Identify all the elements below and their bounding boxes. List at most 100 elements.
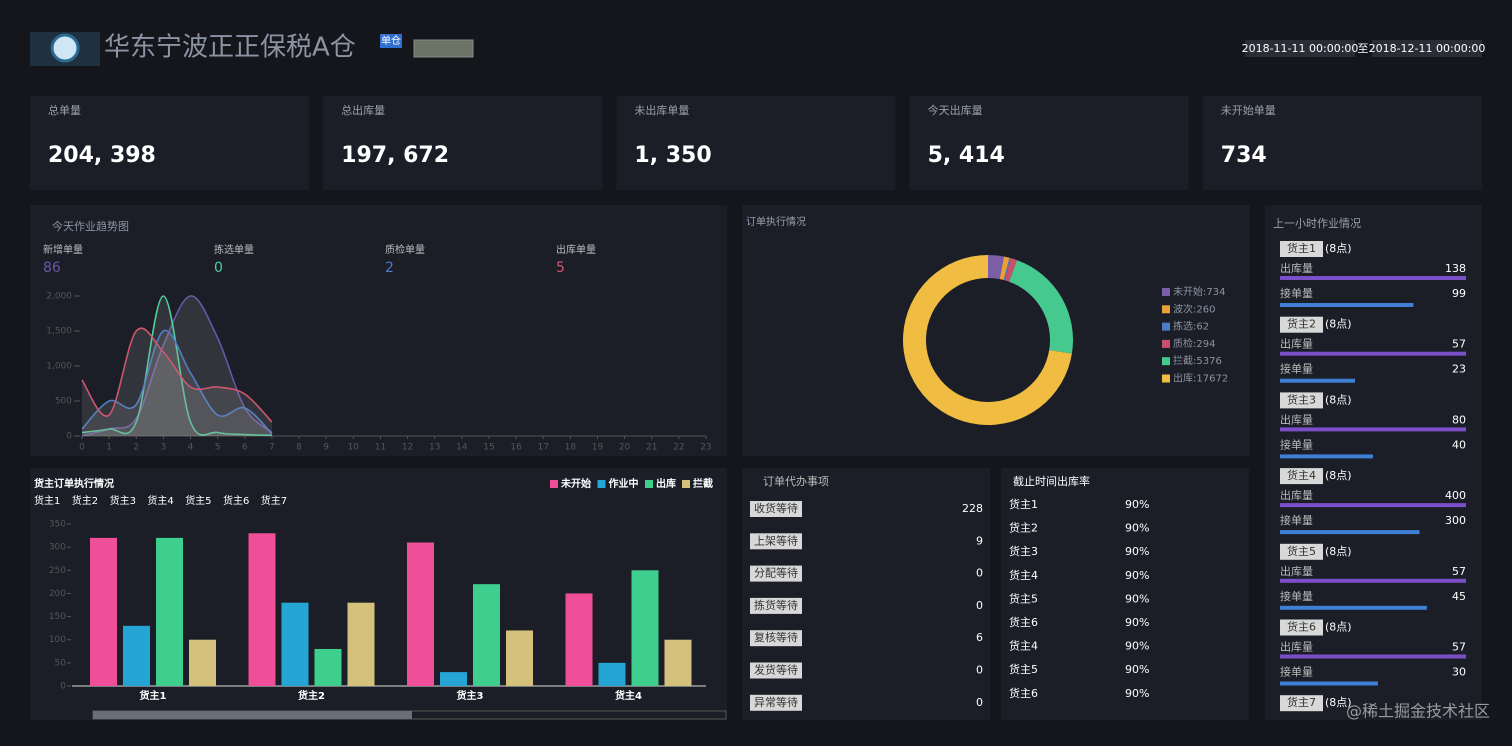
todo-label: 发货等待 bbox=[754, 663, 798, 677]
rate-value: 90% bbox=[1125, 663, 1149, 676]
legend-swatch bbox=[1162, 339, 1170, 348]
stat-label: 拣选单量 bbox=[214, 243, 254, 256]
kpi-card bbox=[30, 96, 309, 190]
owner-filter: 货主5 bbox=[185, 494, 211, 507]
todo-value: 228 bbox=[962, 502, 983, 515]
owner-label: 货主4 bbox=[1287, 468, 1316, 482]
owner-label: 货主7 bbox=[1287, 695, 1316, 709]
stat-value: 0 bbox=[214, 260, 223, 276]
x-tick-label: 9 bbox=[323, 443, 329, 453]
todo-value: 0 bbox=[976, 599, 983, 612]
badge-bg bbox=[380, 34, 402, 48]
rate-value: 90% bbox=[1125, 498, 1149, 511]
scrollbar-thumb[interactable] bbox=[93, 711, 412, 719]
metric-label: 出库量 bbox=[1280, 261, 1313, 275]
legend-swatch bbox=[682, 480, 690, 488]
bar bbox=[473, 584, 500, 686]
legend-swatch bbox=[1162, 305, 1170, 314]
legend-label: 拣选:62 bbox=[1173, 320, 1209, 333]
donut-slice bbox=[1004, 258, 1017, 282]
legend-swatch bbox=[1162, 322, 1170, 331]
todo-value: 6 bbox=[976, 631, 983, 644]
x-tick-label: 0 bbox=[79, 443, 85, 453]
owner-label: 货主6 bbox=[1287, 620, 1316, 634]
metric-label: 出库量 bbox=[1280, 412, 1313, 426]
metric-label: 接单量 bbox=[1280, 438, 1313, 451]
owner-tag bbox=[1280, 695, 1323, 712]
y-tick-label: 500 bbox=[55, 397, 72, 407]
y-tick-label: 150 bbox=[49, 612, 66, 622]
x-tick-label: 7 bbox=[269, 443, 275, 453]
series-area bbox=[82, 295, 272, 436]
date-box bbox=[1245, 40, 1355, 57]
legend-swatch bbox=[1162, 374, 1170, 383]
x-tick-label: 12 bbox=[402, 443, 413, 453]
owner-tag bbox=[1280, 619, 1323, 636]
todo-label: 收货等待 bbox=[754, 501, 798, 515]
x-tick-label: 21 bbox=[646, 443, 657, 453]
bar bbox=[565, 593, 593, 686]
rate-value: 90% bbox=[1125, 687, 1149, 700]
todo-value: 0 bbox=[976, 567, 983, 580]
legend-label: 拦截:5376 bbox=[1173, 354, 1222, 367]
rate-owner: 货主3 bbox=[1009, 544, 1038, 558]
series-line bbox=[81, 295, 273, 437]
y-tick-label: 1,500 bbox=[46, 327, 72, 337]
stat-value: 2 bbox=[385, 260, 394, 276]
metric-value: 40 bbox=[1452, 438, 1466, 451]
owner-tag bbox=[1280, 468, 1323, 485]
badge: 单仓 bbox=[381, 34, 401, 47]
metric-label: 接单量 bbox=[1280, 590, 1313, 603]
out-bar bbox=[1280, 351, 1466, 356]
rate-owner: 货主6 bbox=[1009, 686, 1038, 700]
metric-value: 57 bbox=[1452, 565, 1466, 578]
owner-filter: 货主1 bbox=[34, 494, 60, 507]
kpi-value: 197, 672 bbox=[341, 143, 449, 168]
metric-label: 接单量 bbox=[1280, 514, 1313, 527]
todo-tag bbox=[750, 501, 802, 517]
hour-label: (8点) bbox=[1325, 393, 1352, 406]
todo-label: 上架等待 bbox=[754, 533, 798, 547]
legend-label: 作业中 bbox=[609, 477, 639, 490]
panel-title: 今天作业趋势图 bbox=[52, 219, 129, 233]
x-tick-label: 19 bbox=[592, 443, 604, 453]
legend-swatch bbox=[1162, 288, 1170, 296]
y-tick-label: 50 bbox=[55, 658, 67, 668]
x-tick-label: 5 bbox=[215, 443, 221, 453]
rate-value: 90% bbox=[1125, 545, 1149, 558]
owner-tag bbox=[1280, 543, 1323, 560]
y-tick-label: 0 bbox=[66, 432, 72, 442]
series-line bbox=[81, 329, 273, 435]
donut-slice bbox=[1003, 257, 1011, 281]
legend-swatch bbox=[550, 480, 558, 488]
kpi-label: 未出库单量 bbox=[634, 103, 689, 117]
rate-value: 90% bbox=[1125, 592, 1149, 605]
legend-swatch bbox=[645, 480, 653, 488]
metric-value: 57 bbox=[1452, 641, 1466, 654]
metric-label: 接单量 bbox=[1280, 363, 1313, 376]
owner-label: 货主5 bbox=[1287, 544, 1316, 558]
accept-bar bbox=[1280, 681, 1378, 686]
panel-title: 上一小时作业情况 bbox=[1273, 217, 1361, 230]
legend-label: 波次:260 bbox=[1173, 302, 1215, 315]
out-bar bbox=[1280, 578, 1466, 583]
y-tick-label: 2,000 bbox=[46, 292, 72, 302]
bar bbox=[631, 570, 659, 686]
todo-value: 9 bbox=[976, 534, 983, 547]
bar bbox=[123, 625, 150, 686]
x-tick-label: 20 bbox=[619, 443, 631, 453]
accept-bar bbox=[1280, 303, 1414, 307]
metric-value: 23 bbox=[1452, 363, 1466, 376]
kpi-card bbox=[1202, 96, 1482, 190]
bar bbox=[248, 533, 276, 686]
kpi-card bbox=[909, 96, 1189, 190]
x-tick-label: 18 bbox=[565, 443, 577, 453]
kpi-value: 734 bbox=[1221, 143, 1267, 168]
bar bbox=[598, 662, 626, 686]
stat-value: 5 bbox=[556, 260, 565, 276]
rate-value: 90% bbox=[1125, 616, 1149, 629]
rate-value: 90% bbox=[1125, 569, 1149, 582]
y-tick-label: 350 bbox=[49, 520, 66, 530]
series-area bbox=[82, 296, 272, 436]
